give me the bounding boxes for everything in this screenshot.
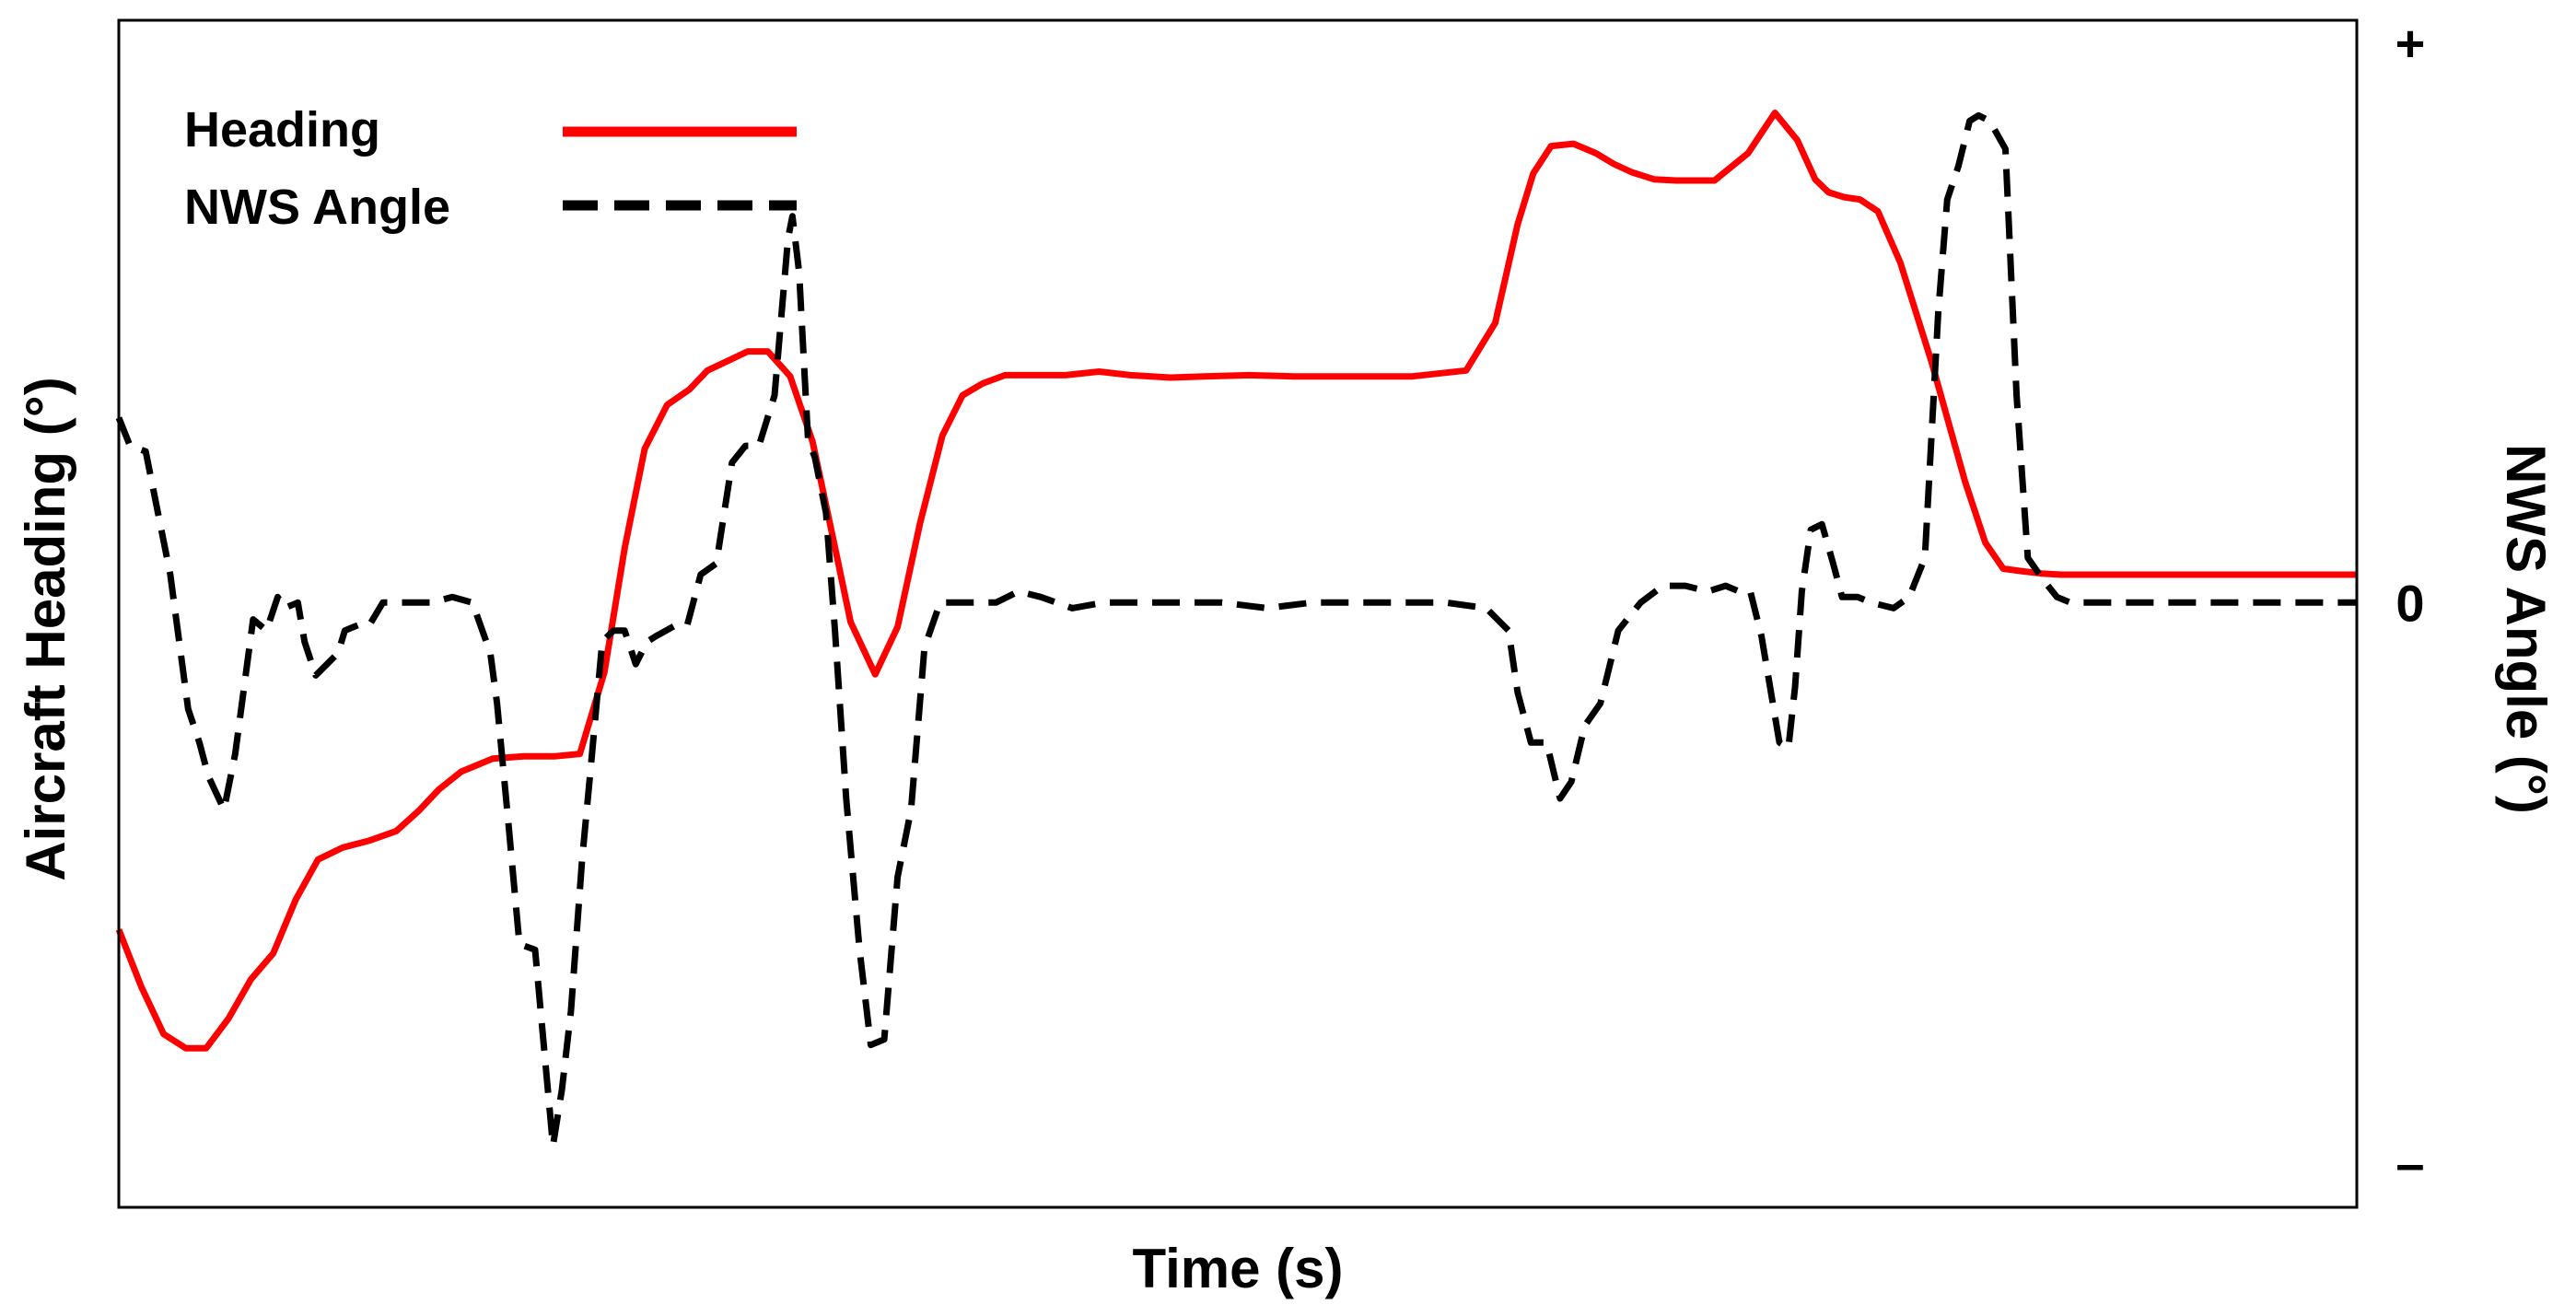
- right-axis-ticks: +0 –: [2395, 14, 2426, 1192]
- y-axis-right-title: NWS Angle (°): [2495, 444, 2557, 814]
- right-tick-label: +: [2395, 14, 2426, 72]
- right-tick-label: –: [2395, 1134, 2424, 1192]
- legend: Heading NWS Angle: [184, 102, 797, 235]
- legend-label-heading: Heading: [184, 102, 380, 157]
- y-axis-left-title: Aircraft Heading (°): [15, 377, 76, 880]
- series-line-nws-angle: [115, 111, 2357, 1149]
- legend-label-nws-angle: NWS Angle: [184, 180, 450, 235]
- x-axis-title: Time (s): [1133, 1238, 1344, 1299]
- plot-frame: [117, 18, 2359, 1209]
- right-tick-label: 0: [2395, 574, 2424, 632]
- plot-lines: [115, 110, 2357, 1149]
- series-line-heading: [115, 110, 2357, 1052]
